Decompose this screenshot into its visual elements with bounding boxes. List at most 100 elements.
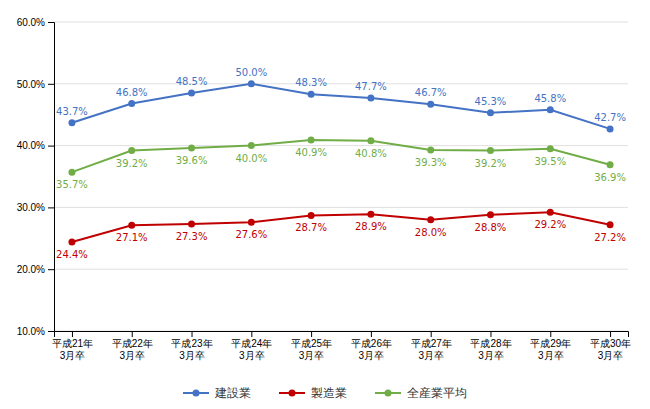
data-label: 47.7% [355,81,387,92]
x-tick-label: 平成25年3月卒 [291,338,332,361]
legend: 建設業製造業全産業平均 [183,386,467,400]
x-tick-label-line: 3月卒 [179,350,205,361]
x-tick-mark [251,331,252,337]
x-tick-label-line: 平成29年 [530,338,571,349]
point [248,80,255,87]
x-tick: 平成22年3月卒 [112,331,153,361]
data-label: 48.3% [295,77,327,88]
data-label: 27.2% [594,232,626,243]
point [487,109,494,116]
x-tick: 平成30年3月卒 [590,331,631,361]
point [308,137,315,144]
x-tick-mark [311,331,312,337]
x-tick-mark [490,331,491,337]
grid-line [54,145,628,146]
point [607,125,614,132]
x-tick-label-line: 平成24年 [231,338,272,349]
y-tick-label: 60.0% [17,17,45,28]
plot: 10.0%20.0%30.0%40.0%50.0%60.0%平成21年3月卒平成… [17,17,631,361]
point [68,119,75,126]
x-tick-label: 平成28年3月卒 [470,338,511,361]
x-tick-label-line: 3月卒 [478,350,504,361]
x-tick-label-line: 3月卒 [239,350,265,361]
x-tick: 平成27年3月卒 [411,331,452,361]
legend-marker [289,390,296,397]
series-line [72,212,610,242]
point [607,221,614,228]
series-line [72,84,610,129]
x-axis-line [55,332,629,338]
x-tick-label-line: 3月卒 [418,350,444,361]
legend-label: 建設業 [214,386,251,400]
legend-marker [193,390,200,397]
point [128,147,135,154]
grid-line [54,269,628,270]
data-label: 42.7% [594,112,626,123]
legend-marker [385,390,392,397]
y-tick-mark [48,207,54,208]
x-tick-label-line: 平成21年 [52,338,93,349]
y-tick-mark [48,331,54,332]
series-line [72,140,610,172]
y-tick: 40.0% [17,140,54,151]
y-tick: 20.0% [17,264,54,275]
data-label: 48.5% [176,76,208,87]
x-tick-label: 平成27年3月卒 [411,338,452,361]
data-label: 45.3% [475,96,507,107]
data-label: 46.7% [415,87,447,98]
data-label: 27.1% [116,232,148,243]
x-tick-mark [132,331,133,337]
x-tick: 平成26年3月卒 [351,331,392,361]
marks [68,80,613,245]
x-tick-label-line: 3月卒 [359,350,385,361]
x-tick-label: 平成26年3月卒 [351,338,392,361]
legend-label: 全産業平均 [407,386,467,400]
data-label: 27.6% [235,229,267,240]
x-tick-mark [610,331,611,337]
x-tick-label-line: 平成27年 [411,338,452,349]
point [308,212,315,219]
grid-line [54,83,628,84]
y-tick: 10.0% [17,326,54,337]
x-tick: 平成23年3月卒 [171,331,212,361]
x-tick-label: 平成24年3月卒 [231,338,272,361]
y-tick-mark [48,84,54,85]
x-tick-label: 平成30年3月卒 [590,338,631,361]
x-tick: 平成28年3月卒 [470,331,511,361]
data-label: 28.0% [415,227,447,238]
x-tick: 平成29年3月卒 [530,331,571,361]
x-tick: 平成21年3月卒 [52,331,93,361]
x-tick-label-line: 平成25年 [291,338,332,349]
point [248,219,255,226]
x-tick-label-line: 平成26年 [351,338,392,349]
point [547,209,554,216]
x-tick: 平成24年3月卒 [231,331,272,361]
data-label: 40.8% [355,148,387,159]
data-label: 39.3% [415,157,447,168]
y-tick-mark [48,269,54,270]
grid [54,22,628,331]
point [427,101,434,108]
point [547,106,554,113]
data-label: 39.5% [534,156,566,167]
grid-line [54,22,628,23]
x-tick-label: 平成23年3月卒 [171,338,212,361]
data-labels: 43.7%46.8%48.5%50.0%48.3%47.7%46.7%45.3%… [56,67,626,260]
data-label: 36.9% [594,172,626,183]
y-tick-mark [48,22,54,23]
data-label: 39.6% [176,155,208,166]
point [68,169,75,176]
x-tick-mark [431,331,432,337]
y-tick-label: 40.0% [17,140,45,151]
point [427,216,434,223]
y-axis-line [48,23,55,332]
y-tick-label: 20.0% [17,264,45,275]
data-label: 40.0% [235,153,267,164]
data-label: 45.8% [534,93,566,104]
point [487,147,494,154]
y-tick-label: 30.0% [17,202,45,213]
point [188,145,195,152]
data-label: 28.8% [475,222,507,233]
point [188,90,195,97]
x-tick-label-line: 平成30年 [590,338,631,349]
